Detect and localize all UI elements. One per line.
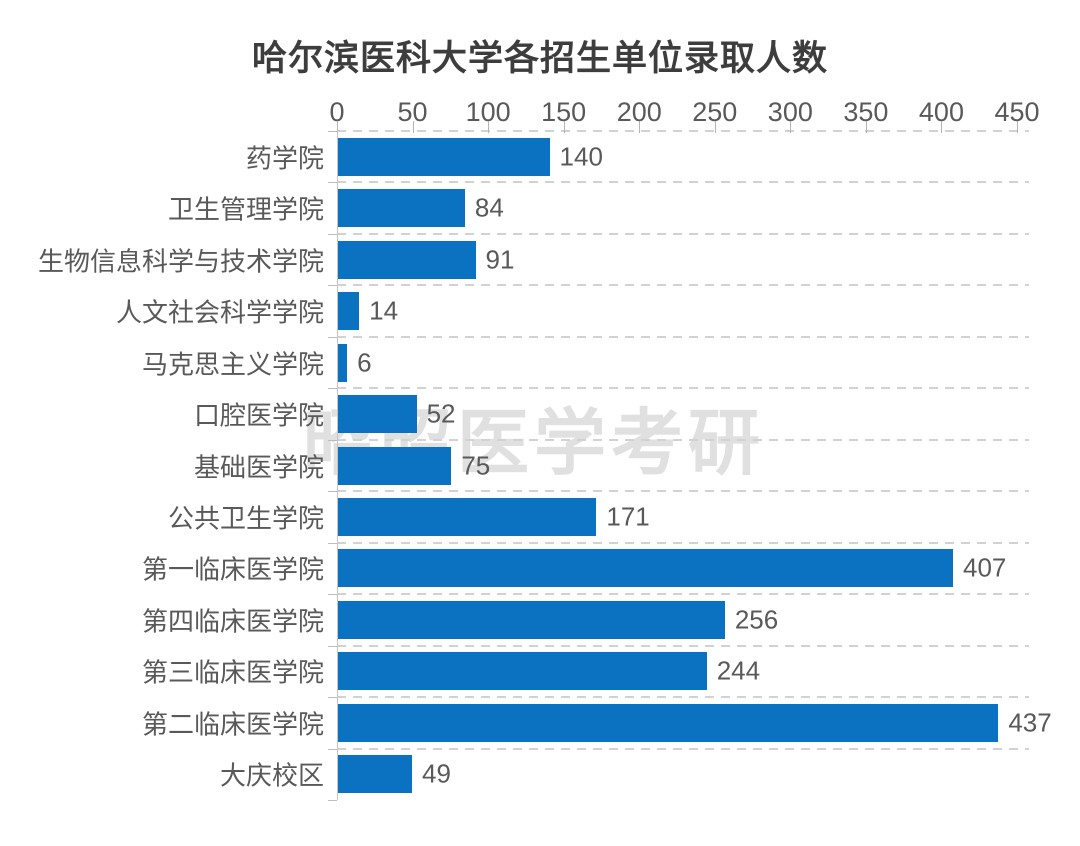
value-label: 244 bbox=[716, 655, 761, 686]
category-label: 第三临床医学院 bbox=[141, 657, 324, 688]
y-axis-row-tick bbox=[328, 542, 337, 544]
gridline bbox=[337, 181, 1029, 184]
category-label: 第二临床医学院 bbox=[141, 709, 324, 740]
x-axis-tick-mark bbox=[488, 121, 490, 133]
bar bbox=[338, 755, 413, 794]
category-label: 公共卫生学院 bbox=[167, 503, 324, 534]
gridline bbox=[337, 644, 1029, 647]
gridline bbox=[337, 284, 1029, 287]
value-label: 437 bbox=[1008, 707, 1052, 738]
bar bbox=[338, 240, 476, 279]
y-axis-row-tick bbox=[328, 233, 337, 235]
value-label: 256 bbox=[734, 604, 779, 635]
x-axis-tick-mark bbox=[865, 121, 867, 133]
value-label: 91 bbox=[485, 244, 515, 275]
bar bbox=[338, 137, 550, 176]
x-axis-tick-mark bbox=[563, 121, 565, 133]
gridline bbox=[337, 490, 1029, 493]
bar bbox=[338, 600, 725, 639]
value-label: 84 bbox=[474, 192, 504, 223]
bar bbox=[338, 395, 417, 434]
value-label: 14 bbox=[369, 295, 399, 326]
category-label: 口腔医学院 bbox=[193, 400, 324, 431]
bar bbox=[338, 343, 348, 382]
chart-title: 哈尔滨医科大学各招生单位录取人数 bbox=[251, 39, 828, 78]
category-label: 第四临床医学院 bbox=[141, 606, 324, 637]
y-axis-row-tick bbox=[328, 388, 337, 390]
x-axis-tick-mark bbox=[1017, 121, 1018, 133]
value-label: 52 bbox=[426, 398, 456, 429]
x-axis-tick-mark bbox=[714, 121, 716, 133]
x-axis-tick-mark bbox=[337, 121, 338, 133]
x-axis-tick-mark bbox=[790, 121, 792, 133]
y-axis-row-tick bbox=[328, 748, 337, 750]
bar bbox=[338, 703, 999, 742]
y-axis-row-tick bbox=[328, 439, 337, 441]
value-label: 407 bbox=[963, 552, 1007, 583]
y-axis-row-tick bbox=[328, 594, 337, 596]
value-label: 171 bbox=[606, 501, 650, 532]
category-label: 药学院 bbox=[245, 143, 324, 174]
y-axis-row-tick bbox=[328, 131, 337, 132]
gridline bbox=[337, 335, 1029, 338]
category-label: 生物信息科学与技术学院 bbox=[37, 246, 324, 277]
gridline bbox=[337, 438, 1029, 441]
category-label: 基础医学院 bbox=[193, 452, 324, 482]
y-axis-line bbox=[337, 131, 338, 800]
value-label: 49 bbox=[422, 758, 451, 789]
bar bbox=[338, 652, 707, 691]
category-label: 大庆校区 bbox=[219, 760, 324, 791]
value-label: 75 bbox=[461, 450, 491, 480]
x-axis-tick-mark bbox=[941, 121, 943, 133]
gridline bbox=[337, 747, 1029, 750]
category-label: 马克思主义学院 bbox=[141, 349, 324, 380]
y-axis-row-tick bbox=[328, 645, 337, 647]
gridline bbox=[337, 232, 1029, 235]
bar bbox=[338, 497, 597, 536]
y-axis-row-tick bbox=[328, 800, 337, 801]
bar bbox=[338, 446, 452, 485]
y-axis-row-tick bbox=[328, 285, 337, 287]
gridline bbox=[337, 387, 1029, 390]
category-label: 第一临床医学院 bbox=[141, 554, 324, 585]
value-label: 140 bbox=[559, 141, 603, 172]
bar bbox=[338, 292, 360, 331]
y-axis-row-tick bbox=[328, 697, 337, 699]
gridline bbox=[337, 593, 1029, 596]
x-axis-tick-label: 0 bbox=[329, 97, 345, 127]
y-axis-row-tick bbox=[328, 336, 337, 338]
value-label: 6 bbox=[357, 347, 372, 378]
bar bbox=[338, 189, 465, 228]
gridline bbox=[337, 130, 1029, 132]
y-axis-row-tick bbox=[328, 182, 337, 184]
gridline bbox=[337, 541, 1029, 544]
category-label: 卫生管理学院 bbox=[167, 194, 324, 225]
category-label: 人文社会科学学院 bbox=[115, 297, 324, 328]
x-axis-tick-mark bbox=[412, 121, 414, 133]
bar bbox=[338, 549, 954, 588]
gridline bbox=[337, 696, 1029, 699]
y-axis-row-tick bbox=[328, 491, 337, 493]
x-axis-tick-mark bbox=[639, 121, 641, 133]
